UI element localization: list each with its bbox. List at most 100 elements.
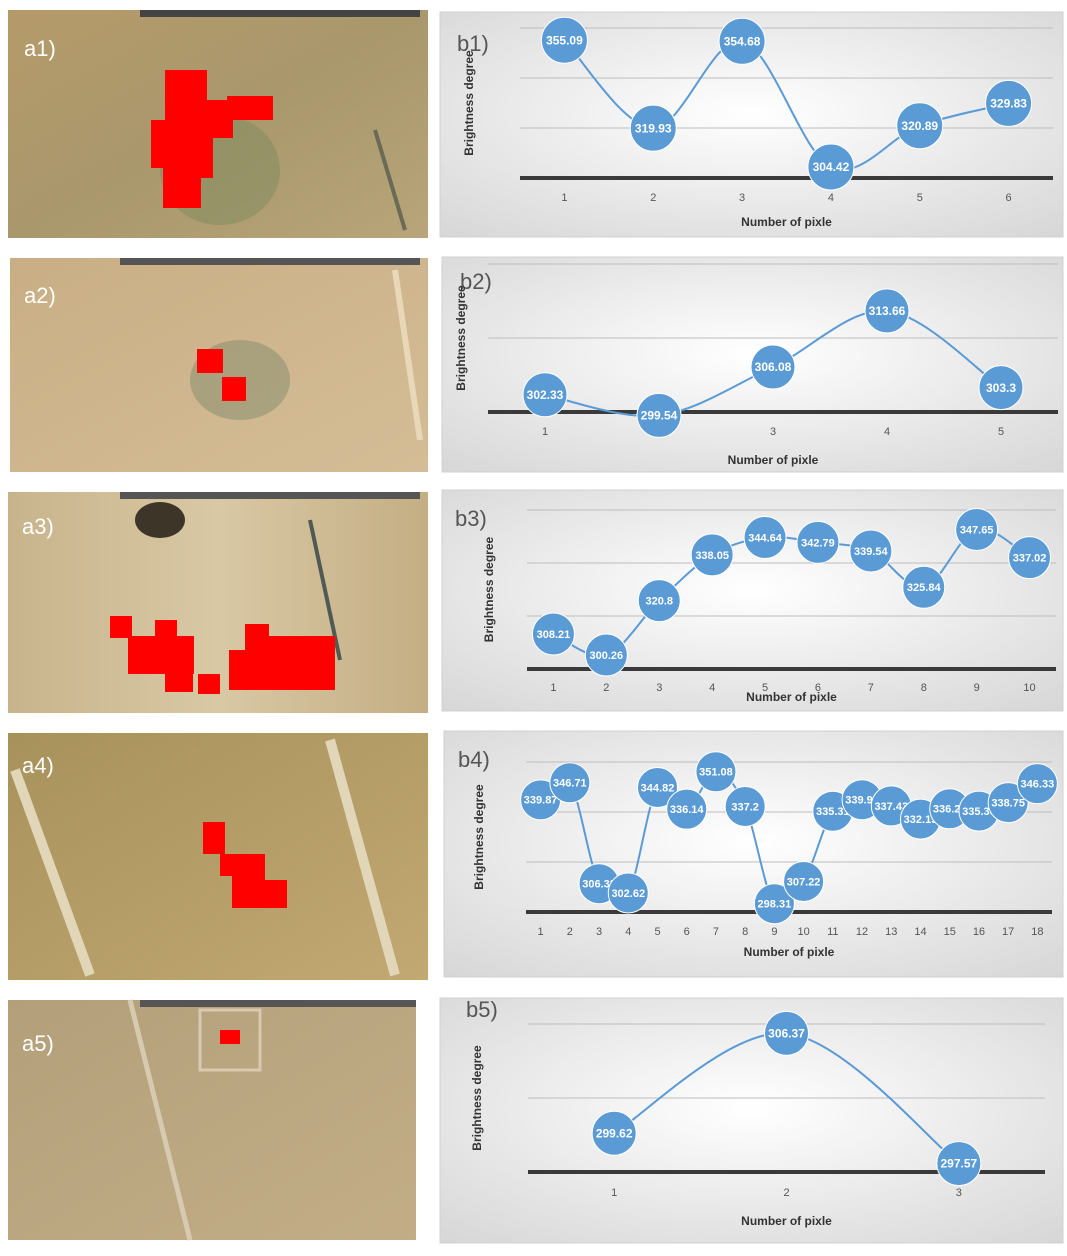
x-tick-label: 1 bbox=[550, 682, 556, 694]
data-label: 344.64 bbox=[748, 532, 783, 544]
y-axis-title: Brightness degree bbox=[462, 50, 476, 156]
x-tick-label: 5 bbox=[762, 682, 768, 694]
data-label: 351.08 bbox=[699, 767, 733, 779]
data-label: 337.02 bbox=[1013, 553, 1047, 565]
image-label: a2) bbox=[24, 283, 56, 308]
data-label: 346.33 bbox=[1021, 779, 1055, 791]
x-tick-label: 1 bbox=[538, 926, 544, 938]
x-tick-label: 9 bbox=[771, 926, 777, 938]
y-axis-title: Brightness degree bbox=[470, 1045, 484, 1151]
chart: b4)Brightness degreeNumber of pixle12345… bbox=[444, 731, 1063, 977]
satellite-image: a1) bbox=[8, 10, 428, 238]
figure: a1) a2) a3) a4) a5) b1)Brightnes bbox=[0, 0, 1067, 1251]
image-label: a4) bbox=[22, 753, 54, 778]
chart-background bbox=[444, 731, 1063, 977]
data-label: 347.65 bbox=[960, 524, 994, 536]
image-label: a3) bbox=[22, 514, 54, 539]
panel-label: b4) bbox=[458, 747, 490, 772]
x-tick-label: 3 bbox=[596, 926, 602, 938]
x-tick-label: 17 bbox=[1002, 926, 1014, 938]
data-label: 298.31 bbox=[758, 899, 792, 911]
data-label: 338.05 bbox=[695, 550, 729, 562]
x-tick-label: 6 bbox=[1006, 192, 1012, 204]
chart: b2)Brightness degreeNumber of pixle12345… bbox=[442, 257, 1063, 472]
x-tick-label: 18 bbox=[1031, 926, 1043, 938]
x-tick-label: 6 bbox=[815, 682, 821, 694]
image-label: a1) bbox=[24, 36, 56, 61]
x-tick-label: 14 bbox=[914, 926, 926, 938]
x-tick-label: 15 bbox=[944, 926, 956, 938]
data-label: 346.71 bbox=[553, 778, 587, 790]
data-label: 313.66 bbox=[869, 304, 906, 318]
data-label: 342.79 bbox=[801, 537, 835, 549]
satellite-image: a5) bbox=[8, 1000, 416, 1240]
x-tick-label: 2 bbox=[783, 1187, 789, 1199]
data-label: 320.89 bbox=[901, 119, 938, 133]
data-label: 319.93 bbox=[635, 121, 672, 135]
x-axis-title: Number of pixle bbox=[728, 453, 819, 467]
y-axis-title: Brightness degree bbox=[454, 285, 468, 391]
x-tick-label: 13 bbox=[885, 926, 897, 938]
x-tick-label: 6 bbox=[684, 926, 690, 938]
data-label: 307.22 bbox=[787, 876, 821, 888]
x-tick-label: 7 bbox=[868, 682, 874, 694]
x-axis-title: Number of pixle bbox=[744, 945, 835, 959]
data-label: 344.82 bbox=[641, 782, 675, 794]
x-tick-label: 10 bbox=[1023, 682, 1035, 694]
data-label: 308.21 bbox=[537, 629, 571, 641]
data-label: 329.83 bbox=[990, 97, 1027, 111]
data-label: 338.75 bbox=[991, 798, 1025, 810]
x-tick-label: 5 bbox=[917, 192, 923, 204]
x-tick-label: 2 bbox=[567, 926, 573, 938]
data-label: 354.68 bbox=[724, 34, 761, 48]
data-label: 304.42 bbox=[813, 160, 850, 174]
x-tick-label: 12 bbox=[856, 926, 868, 938]
page: a1) a2) a3) a4) a5) b1)Brightnes bbox=[0, 0, 1067, 1251]
satellite-image: a2) bbox=[10, 258, 428, 472]
x-tick-label: 4 bbox=[709, 682, 715, 694]
data-label: 297.57 bbox=[940, 1157, 977, 1171]
x-tick-label: 5 bbox=[998, 426, 1004, 438]
panel-label: b3) bbox=[455, 506, 487, 531]
data-label: 299.54 bbox=[641, 409, 678, 423]
panel-label: b5) bbox=[466, 997, 498, 1022]
x-tick-label: 3 bbox=[770, 426, 776, 438]
x-tick-label: 5 bbox=[654, 926, 660, 938]
satellite-image: a4) bbox=[8, 733, 428, 980]
chart: b5) Brightness degree Number of pixle 1 2 3 29… bbox=[440, 997, 1063, 1243]
x-tick-label: 3 bbox=[739, 192, 745, 204]
x-tick-label: 4 bbox=[884, 426, 890, 438]
data-label: 300.26 bbox=[590, 650, 624, 662]
data-label: 320.8 bbox=[645, 596, 673, 608]
x-tick-label: 1 bbox=[611, 1187, 617, 1199]
data-label: 302.62 bbox=[611, 888, 645, 900]
x-tick-label: 7 bbox=[713, 926, 719, 938]
x-tick-label: 11 bbox=[827, 926, 838, 938]
x-tick-label: 2 bbox=[603, 682, 609, 694]
data-label: 306.08 bbox=[755, 360, 792, 374]
x-tick-label: 1 bbox=[542, 426, 548, 438]
data-label: 339.87 bbox=[524, 795, 558, 807]
x-tick-label: 8 bbox=[742, 926, 748, 938]
x-tick-label: 2 bbox=[650, 192, 656, 204]
data-label: 337.2 bbox=[731, 801, 759, 813]
x-tick-label: 3 bbox=[656, 682, 662, 694]
data-label: 302.33 bbox=[527, 388, 564, 402]
x-axis-title: Number of pixle bbox=[741, 215, 832, 229]
x-tick-label: 3 bbox=[956, 1187, 962, 1199]
x-axis-title: Number of pixle bbox=[741, 1214, 832, 1228]
data-label: 339.54 bbox=[854, 546, 889, 558]
data-label: 355.09 bbox=[546, 33, 583, 47]
data-label: 299.62 bbox=[596, 1126, 633, 1140]
satellite-image: a3) bbox=[8, 492, 428, 713]
data-label: 325.84 bbox=[907, 582, 942, 594]
data-label: 336.14 bbox=[670, 804, 705, 816]
x-axis-title: Number of pixle bbox=[746, 690, 837, 704]
image-label: a5) bbox=[22, 1031, 54, 1056]
data-label: 306.37 bbox=[768, 1026, 805, 1040]
x-tick-label: 4 bbox=[625, 926, 631, 938]
x-tick-label: 9 bbox=[974, 682, 980, 694]
x-tick-label: 10 bbox=[797, 926, 809, 938]
data-label: 303.3 bbox=[986, 381, 1016, 395]
chart-background bbox=[440, 998, 1063, 1243]
